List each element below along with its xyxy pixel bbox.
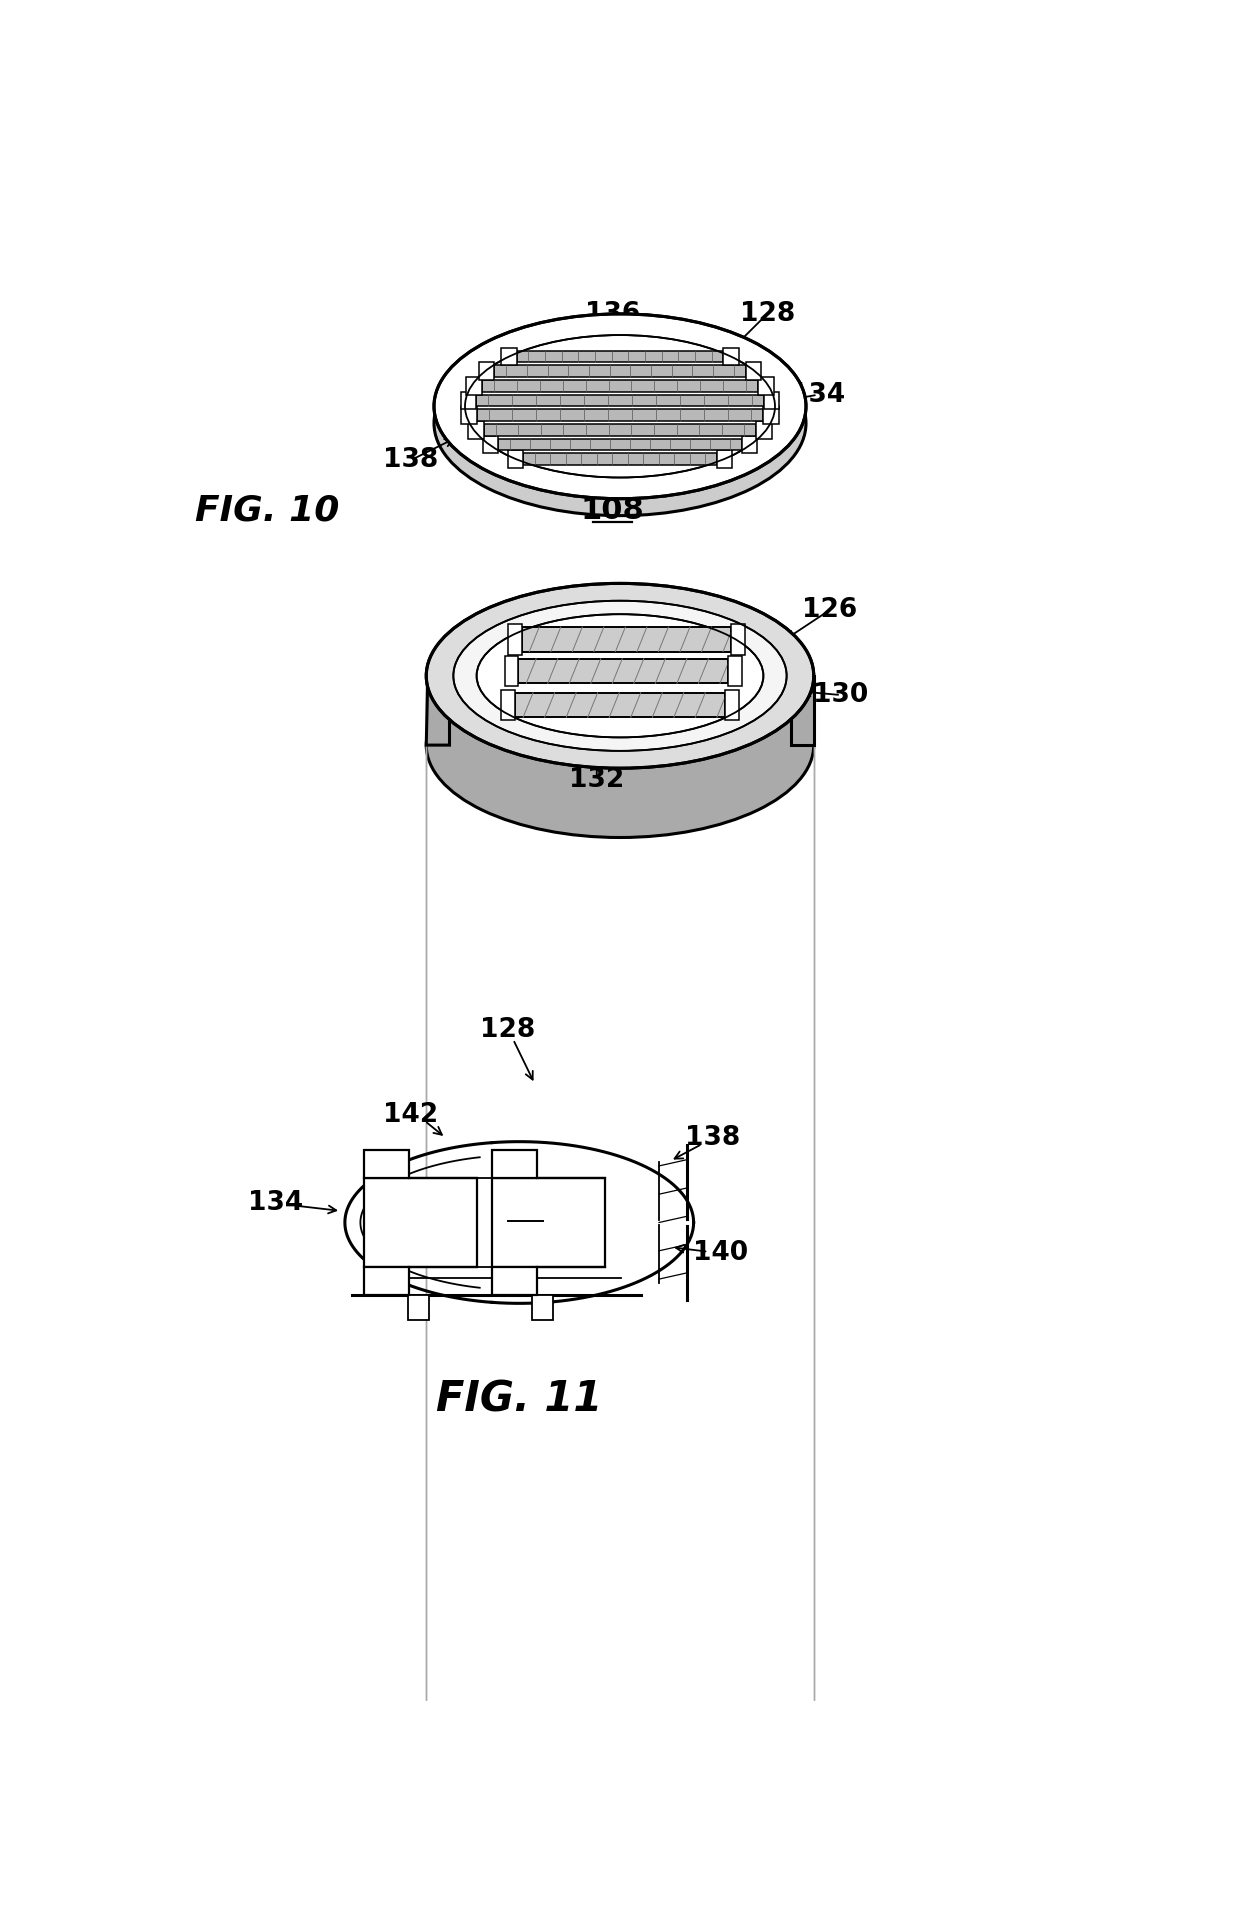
FancyBboxPatch shape [756,420,771,439]
Ellipse shape [476,615,764,737]
FancyBboxPatch shape [517,351,723,363]
FancyBboxPatch shape [501,348,517,365]
Polygon shape [492,1266,537,1295]
FancyBboxPatch shape [469,420,484,439]
Text: 128: 128 [739,302,795,327]
Text: 134: 134 [248,1190,303,1217]
FancyBboxPatch shape [408,1295,429,1320]
Polygon shape [427,676,449,745]
FancyBboxPatch shape [479,363,495,380]
FancyBboxPatch shape [495,365,745,376]
FancyBboxPatch shape [532,1295,553,1320]
Text: 128: 128 [480,1016,536,1043]
Ellipse shape [427,653,813,837]
FancyBboxPatch shape [461,407,477,424]
Text: 136: 136 [497,1198,553,1224]
FancyBboxPatch shape [466,376,482,395]
Text: FIG. 11: FIG. 11 [436,1379,603,1421]
FancyBboxPatch shape [522,626,730,651]
Ellipse shape [434,330,806,516]
FancyBboxPatch shape [476,395,764,407]
Ellipse shape [427,583,813,768]
Text: 130: 130 [813,682,868,709]
FancyBboxPatch shape [461,392,476,409]
Text: 134: 134 [790,382,846,407]
Text: 132: 132 [569,766,625,793]
FancyBboxPatch shape [498,439,742,451]
FancyBboxPatch shape [723,348,739,365]
Polygon shape [492,1150,537,1178]
FancyBboxPatch shape [724,690,739,720]
FancyBboxPatch shape [730,625,745,655]
Text: 138: 138 [686,1125,740,1152]
FancyBboxPatch shape [758,376,774,395]
FancyBboxPatch shape [717,451,733,468]
FancyBboxPatch shape [763,407,779,424]
Ellipse shape [454,602,786,751]
FancyBboxPatch shape [507,625,522,655]
FancyBboxPatch shape [745,363,761,380]
FancyBboxPatch shape [507,451,523,468]
Polygon shape [365,1150,409,1178]
FancyBboxPatch shape [518,659,728,684]
FancyBboxPatch shape [728,655,742,686]
Text: 108: 108 [580,497,644,525]
FancyBboxPatch shape [505,655,518,686]
FancyBboxPatch shape [764,392,779,409]
Text: 136: 136 [584,302,640,327]
FancyBboxPatch shape [482,435,498,453]
Polygon shape [365,1266,409,1295]
FancyBboxPatch shape [484,424,756,435]
Text: 138: 138 [383,447,439,474]
Polygon shape [791,676,813,745]
FancyBboxPatch shape [482,380,758,392]
Text: 126: 126 [801,598,857,623]
FancyBboxPatch shape [492,1178,605,1266]
FancyBboxPatch shape [477,409,763,420]
Ellipse shape [434,313,806,499]
FancyBboxPatch shape [523,453,717,464]
Text: 142: 142 [383,1102,438,1127]
Text: 140: 140 [693,1240,748,1266]
FancyBboxPatch shape [742,435,758,453]
FancyBboxPatch shape [516,693,724,718]
FancyBboxPatch shape [501,690,516,720]
FancyBboxPatch shape [365,1178,476,1266]
Text: FIG. 10: FIG. 10 [195,493,340,527]
